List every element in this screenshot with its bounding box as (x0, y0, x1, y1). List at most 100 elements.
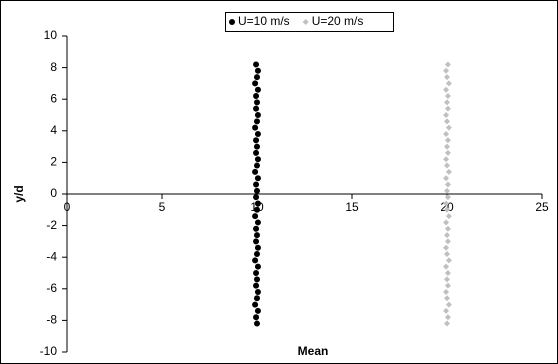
point (254, 175, 261, 182)
point (254, 187, 260, 194)
point (252, 168, 259, 175)
point (444, 314, 451, 321)
point (444, 206, 450, 213)
point (444, 149, 451, 156)
point (252, 257, 259, 264)
legend-label: U=20 m/s (312, 14, 364, 28)
x-axis-label: Mean (298, 344, 329, 358)
y-tick-label: 0 (50, 186, 57, 200)
x-tick-label: 5 (159, 200, 166, 214)
point (445, 168, 452, 175)
point (444, 194, 451, 201)
y-tick-label: 2 (50, 155, 57, 169)
point (254, 206, 260, 213)
point (254, 307, 261, 314)
point (253, 270, 260, 276)
point (254, 162, 260, 169)
point (443, 307, 450, 314)
point (253, 181, 260, 188)
point (254, 320, 260, 327)
point (443, 200, 450, 207)
point (253, 149, 260, 156)
point (444, 162, 450, 169)
point (443, 219, 450, 226)
point (254, 244, 261, 251)
point (444, 105, 451, 112)
y-tick-label: 4 (50, 123, 57, 137)
point (253, 105, 260, 112)
y-tick-label: 6 (50, 91, 57, 105)
point (252, 80, 259, 87)
point (254, 130, 261, 137)
y-tick-label: -4 (46, 249, 57, 263)
point (443, 112, 450, 118)
x-tick-label: 25 (535, 200, 549, 214)
point (444, 61, 451, 68)
point (444, 232, 450, 239)
point (444, 270, 451, 276)
point (254, 74, 260, 81)
point (445, 213, 452, 220)
point (443, 175, 450, 182)
point (443, 156, 450, 163)
y-axis-label: y/d (12, 185, 26, 202)
point (444, 118, 450, 125)
point (254, 232, 260, 239)
point (253, 93, 260, 100)
point (444, 99, 450, 106)
legend-label: U=10 m/s (238, 14, 290, 28)
point (253, 225, 260, 232)
point (444, 187, 450, 194)
point (443, 86, 450, 93)
y-tick-label: -10 (40, 344, 58, 358)
y-tick-label: 8 (50, 60, 57, 74)
point (444, 137, 451, 144)
x-tick-label: 0 (64, 200, 71, 214)
point (253, 314, 260, 321)
legend-marker (302, 19, 309, 25)
point (445, 301, 452, 308)
point (254, 156, 261, 163)
point (445, 124, 452, 131)
point (443, 288, 450, 295)
legend-marker (229, 19, 235, 25)
x-tick-label: 15 (345, 200, 359, 214)
point (444, 251, 450, 258)
point (254, 219, 261, 226)
point (444, 143, 450, 150)
point (254, 251, 260, 258)
y-tick-label: -6 (46, 281, 57, 295)
y-tick-label: -2 (46, 218, 57, 232)
point (254, 67, 261, 74)
point (254, 112, 261, 118)
point (253, 238, 260, 245)
point (443, 67, 450, 74)
point (252, 213, 259, 220)
point (445, 257, 452, 264)
point (254, 288, 261, 295)
point (443, 130, 450, 137)
point (254, 276, 260, 283)
point (254, 99, 260, 106)
point (443, 263, 450, 270)
point (253, 282, 260, 289)
point (254, 143, 260, 150)
point (444, 238, 451, 245)
point (444, 181, 451, 188)
legend-box (225, 12, 394, 32)
point (253, 194, 260, 201)
point (254, 118, 260, 125)
y-tick-label: 10 (44, 28, 58, 42)
point (444, 276, 450, 283)
point (444, 282, 451, 289)
point (253, 137, 260, 144)
point (445, 80, 452, 87)
point (254, 200, 261, 207)
point (444, 93, 451, 100)
point (444, 295, 450, 302)
point (444, 225, 451, 232)
point (254, 86, 261, 93)
point (252, 301, 259, 308)
